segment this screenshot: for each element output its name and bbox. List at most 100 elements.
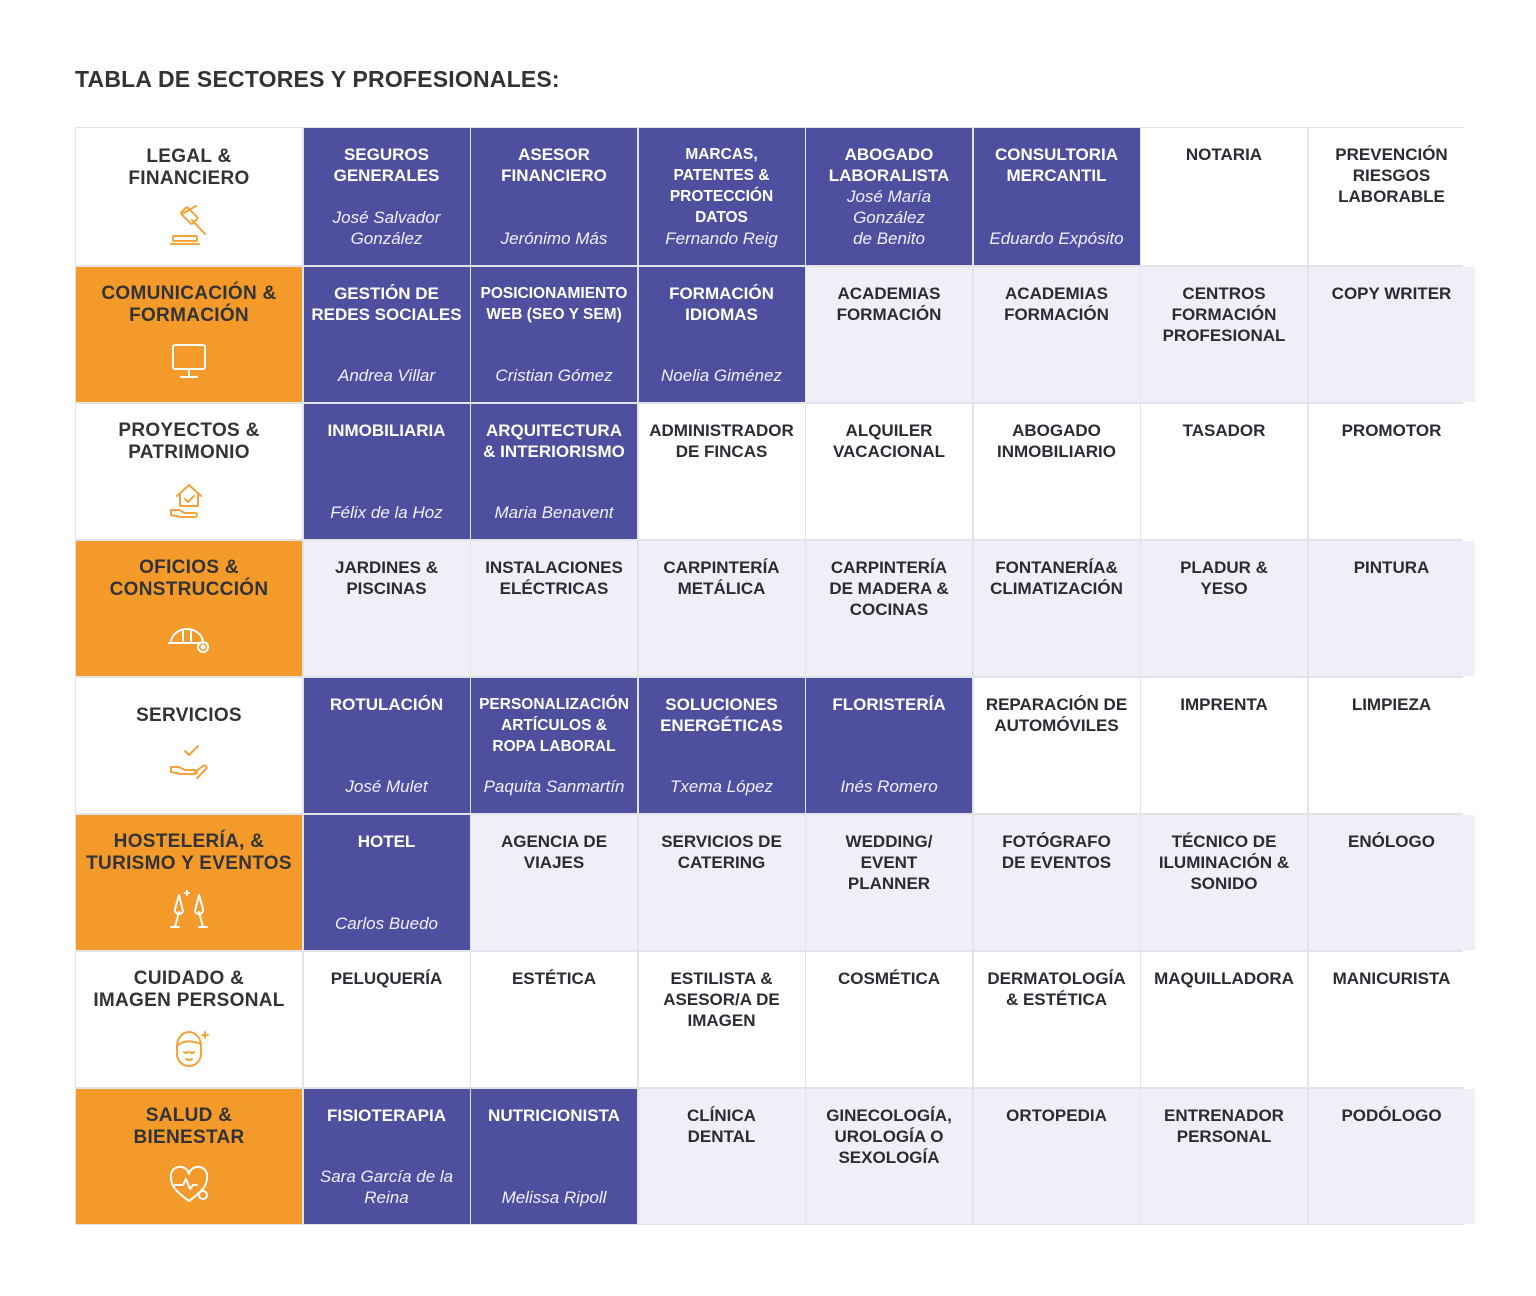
profession-cell: CENTROS FORMACIÓN PROFESIONAL xyxy=(1141,266,1307,402)
professional-name: Andrea Villar xyxy=(337,366,436,385)
profession-cell: ORTOPEDIA xyxy=(973,1088,1140,1224)
profession-title: ESTÉTICA xyxy=(511,968,597,988)
profession-title: FONTANERÍA& CLIMATIZACIÓN xyxy=(990,557,1123,598)
profession-cell: PERSONALIZACIÓN ARTÍCULOS & ROPA LABORAL… xyxy=(471,677,637,813)
profession-cell: NUTRICIONISTA Melissa Ripoll xyxy=(471,1088,637,1224)
profession-cell: PLADUR & YESO xyxy=(1141,540,1307,676)
sector-hosteleria-turismo-y-eventos: HOSTELERÍA, & TURISMO Y EVENTOS xyxy=(76,814,302,950)
profession-cell: SERVICIOS DE CATERING xyxy=(638,814,805,950)
profession-cell: GESTIÓN DE REDES SOCIALES Andrea Villar xyxy=(303,266,470,402)
profession-title: JARDINES & PISCINAS xyxy=(335,557,438,598)
profession-cell: JARDINES & PISCINAS xyxy=(303,540,470,676)
profession-cell: WEDDING/ EVENT PLANNER xyxy=(806,814,972,950)
profession-cell: ABOGADO INMOBILIARIO xyxy=(973,403,1140,539)
sectors-table: LEGAL & FINANCIERO SEGUROS GENERALES José … xyxy=(75,127,1475,1225)
profession-title: PERSONALIZACIÓN ARTÍCULOS & ROPA LABORAL xyxy=(479,695,629,755)
profession-cell: GINECOLOGÍA, UROLOGÍA O SEXOLOGÍA xyxy=(806,1088,972,1224)
profession-cell: DERMATOLOGÍA & ESTÉTICA xyxy=(973,951,1140,1087)
profession-cell: ADMINISTRADOR DE FINCAS xyxy=(638,403,805,539)
profession-cell: SEGUROS GENERALES José Salvador González xyxy=(303,128,470,265)
profession-title: PODÓLOGO xyxy=(1341,1105,1442,1125)
profession-cell: FOTÓGRAFO DE EVENTOS xyxy=(973,814,1140,950)
profession-cell: MANICURISTA xyxy=(1308,951,1475,1087)
profession-title: PELUQUERÍA xyxy=(330,968,443,988)
profession-cell: NOTARIA xyxy=(1141,128,1307,265)
profession-cell: FLORISTERÍA Inés Romero xyxy=(806,677,972,813)
profession-cell: HOTEL Carlos Buedo xyxy=(303,814,470,950)
profession-title: CENTROS FORMACIÓN PROFESIONAL xyxy=(1162,283,1286,345)
page-title: TABLA DE SECTORES Y PROFESIONALES: xyxy=(75,66,560,92)
hand-check-icon xyxy=(165,739,213,785)
professional-name: Inés Romero xyxy=(840,777,938,796)
profession-title: ALQUILER VACACIONAL xyxy=(832,420,946,461)
profession-title: SERVICIOS DE CATERING xyxy=(661,831,782,872)
profession-cell: ROTULACIÓN José Mulet xyxy=(303,677,470,813)
professional-name: Paquita Sanmartín xyxy=(483,777,625,796)
profession-cell: PINTURA xyxy=(1308,540,1475,676)
profession-cell: AGENCIA DE VIAJES xyxy=(471,814,637,950)
profession-title: PROMOTOR xyxy=(1341,420,1442,440)
professional-name: Noelia Giménez xyxy=(661,366,782,385)
profession-title: DERMATOLOGÍA & ESTÉTICA xyxy=(987,968,1126,1009)
sector-title: COMUNICACIÓN & FORMACIÓN xyxy=(101,283,277,327)
profession-title: GINECOLOGÍA, UROLOGÍA O SEXOLOGÍA xyxy=(826,1105,952,1167)
profession-title: MANICURISTA xyxy=(1332,968,1451,988)
profession-title: AGENCIA DE VIAJES xyxy=(500,831,608,872)
sector-proyectos-patrimonio: PROYECTOS & PATRIMONIO xyxy=(76,403,302,539)
face-sparkle-icon xyxy=(165,1024,213,1070)
professional-name: José María González de Benito xyxy=(846,187,932,248)
profession-title: REPARACIÓN DE AUTOMÓVILES xyxy=(985,694,1128,735)
sector-servicios: SERVICIOS xyxy=(76,677,302,813)
profession-title: SEGUROS GENERALES xyxy=(333,145,440,185)
sector-salud-bienestar: SALUD & BIENESTAR xyxy=(76,1088,302,1224)
profession-title: FLORISTERÍA xyxy=(832,694,946,714)
house-hand-icon xyxy=(165,476,213,522)
profession-cell: PELUQUERÍA xyxy=(303,951,470,1087)
profession-title: WEDDING/ EVENT PLANNER xyxy=(845,831,933,893)
profession-cell: IMPRENTA xyxy=(1141,677,1307,813)
profession-title: POSICIONAMIENTO WEB (SEO Y SEM) xyxy=(480,284,628,323)
profession-cell: CARPINTERÍA DE MADERA & COCINAS xyxy=(806,540,972,676)
professional-name: Maria Benavent xyxy=(494,503,614,522)
sector-title: SERVICIOS xyxy=(136,705,242,727)
professional-name: José Mulet xyxy=(345,777,428,796)
monitor-icon xyxy=(165,339,213,385)
profession-title: PINTURA xyxy=(1353,557,1430,577)
professional-name: Eduardo Expósito xyxy=(989,229,1124,248)
heart-pulse-icon xyxy=(165,1161,213,1207)
profession-title: CLÍNICA DENTAL xyxy=(687,1105,756,1146)
profession-cell: ACADEMIAS FORMACIÓN xyxy=(973,266,1140,402)
sector-legal-financiero: LEGAL & FINANCIERO xyxy=(76,128,302,265)
profession-cell: LIMPIEZA xyxy=(1308,677,1475,813)
sector-title: CUIDADO & IMAGEN PERSONAL xyxy=(93,968,285,1012)
sector-oficios-construccion: OFICIOS & CONSTRUCCIÓN xyxy=(76,540,302,676)
profession-cell: INMOBILIARIA Félix de la Hoz xyxy=(303,403,470,539)
profession-title: LIMPIEZA xyxy=(1351,694,1432,714)
profession-cell: PODÓLOGO xyxy=(1308,1088,1475,1224)
profession-cell: PREVENCIÓN RIESGOS LABORABLE xyxy=(1308,128,1475,265)
profession-cell: ARQUITECTURA & INTERIORISMO Maria Benaven… xyxy=(471,403,637,539)
profession-title: ACADEMIAS FORMACIÓN xyxy=(836,283,942,324)
profession-title: PLADUR & YESO xyxy=(1180,557,1268,598)
gavel-icon xyxy=(165,202,213,248)
profession-title: COPY WRITER xyxy=(1331,283,1452,303)
profession-title: ADMINISTRADOR DE FINCAS xyxy=(649,420,794,461)
profession-title: ASESOR FINANCIERO xyxy=(501,145,607,185)
profession-title: ENÓLOGO xyxy=(1348,831,1435,851)
profession-title: TASADOR xyxy=(1182,420,1266,440)
profession-cell: MAQUILLADORA xyxy=(1141,951,1307,1087)
profession-cell: POSICIONAMIENTO WEB (SEO Y SEM) Cristian … xyxy=(471,266,637,402)
profession-cell: REPARACIÓN DE AUTOMÓVILES xyxy=(973,677,1140,813)
sector-cuidado-imagen-personal: CUIDADO & IMAGEN PERSONAL xyxy=(76,951,302,1087)
profession-title: ORTOPEDIA xyxy=(1006,1105,1107,1125)
professional-name: Cristian Gómez xyxy=(495,366,613,385)
profession-cell: SOLUCIONES ENERGÉTICAS Txema López xyxy=(638,677,805,813)
professional-name: Carlos Buedo xyxy=(334,914,438,933)
profession-title: ROTULACIÓN xyxy=(329,694,444,714)
profession-cell: MARCAS, PATENTES & PROTECCIÓN DATOS Ferna… xyxy=(638,128,805,265)
profession-title: ARQUITECTURA & INTERIORISMO xyxy=(483,420,625,461)
profession-cell: FISIOTERAPIA Sara García de la Reina xyxy=(303,1088,470,1224)
profession-title: FORMACIÓN IDIOMAS xyxy=(669,283,774,324)
profession-title: FOTÓGRAFO DE EVENTOS xyxy=(1001,831,1112,872)
profession-title: ACADEMIAS FORMACIÓN xyxy=(1004,283,1109,324)
